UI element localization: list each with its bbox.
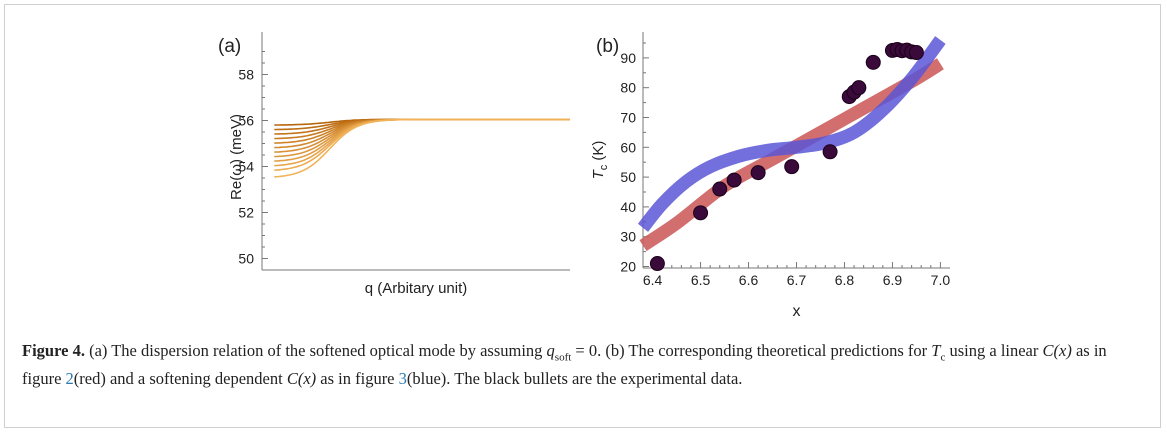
y-axis-label-b: Tc (K) (590, 141, 610, 180)
experimental-data-point (865, 54, 881, 70)
y-tick-label-b: 40 (620, 199, 636, 215)
experimental-data-point (851, 80, 867, 96)
experimental-data-point (649, 256, 665, 272)
experimental-data-point (750, 165, 766, 181)
figure-caption: Figure 4. (a) The dispersion relation of… (22, 340, 1132, 389)
x-tick-label-b: 6.7 (787, 272, 807, 288)
experimental-data-point (908, 45, 924, 61)
dispersion-curve (274, 118, 570, 126)
x-axis-label-a: q (Arbitary unit) (365, 280, 468, 297)
caption-text: using a linear (945, 341, 1043, 360)
y-tick-label-b: 20 (620, 259, 636, 275)
x-tick-label-b: 7.0 (931, 272, 951, 288)
experimental-data-point (784, 159, 800, 175)
y-tick-label-b: 80 (620, 80, 636, 96)
caption-label: Figure 4. (22, 341, 85, 360)
x-tick-label-b: 6.6 (739, 272, 759, 288)
y-tick-label-a: 56 (238, 113, 254, 129)
y-tick-label-a: 54 (238, 159, 254, 175)
y-tick-label-a: 50 (238, 251, 254, 267)
y-axis-label-a: Re(ω) (meV) (228, 114, 245, 200)
figure-ref-link[interactable]: 2 (65, 369, 74, 389)
caption-tc-subscript: c (940, 351, 946, 364)
figure-container (4, 4, 1161, 428)
y-tick-label-a: 58 (238, 67, 254, 83)
experimental-data-point (712, 181, 728, 197)
caption-tc-symbol: T (931, 341, 941, 360)
x-tick-label-b: 6.8 (835, 272, 855, 288)
x-tick-label-b: 6.4 (643, 272, 663, 288)
caption-q-symbol: q (546, 341, 555, 360)
x-axis-label-b: x (793, 303, 801, 320)
caption-text: as in figure (316, 369, 399, 389)
caption-text: as in figure (22, 341, 1107, 389)
x-tick-label-b: 6.5 (691, 272, 711, 288)
experimental-data-point (822, 144, 838, 160)
y-tick-label-a: 52 (238, 205, 254, 221)
caption-text: (a) The dispersion relation of the softe… (84, 341, 547, 360)
panel-label-a: (a) (218, 36, 241, 57)
x-tick-label-b: 6.9 (883, 272, 903, 288)
experimental-data-point (726, 172, 742, 188)
y-tick-label-b: 60 (620, 139, 636, 155)
caption-q-subscript: soft (554, 351, 572, 364)
dispersion-curve (274, 118, 570, 178)
y-tick-label-b: 70 (620, 109, 636, 125)
caption-text: (red) and a softening dependent (73, 369, 287, 389)
softening-fit-curve (637, 36, 946, 232)
caption-cx: C(x) (286, 369, 317, 389)
caption-text: = 0. (b) The corresponding theoretical p… (571, 341, 932, 360)
caption-cx: C(x) (1042, 341, 1072, 360)
caption-text: (blue). The black bullets are the experi… (406, 369, 743, 389)
y-tick-label-b: 30 (620, 229, 636, 245)
dispersion-curve (274, 118, 570, 131)
y-tick-label-b: 50 (620, 169, 636, 185)
y-tick-label-b: 90 (620, 50, 636, 66)
panel-label-b: (b) (596, 36, 619, 57)
figure-ref-link[interactable]: 3 (398, 369, 407, 389)
experimental-data-point (693, 205, 709, 221)
